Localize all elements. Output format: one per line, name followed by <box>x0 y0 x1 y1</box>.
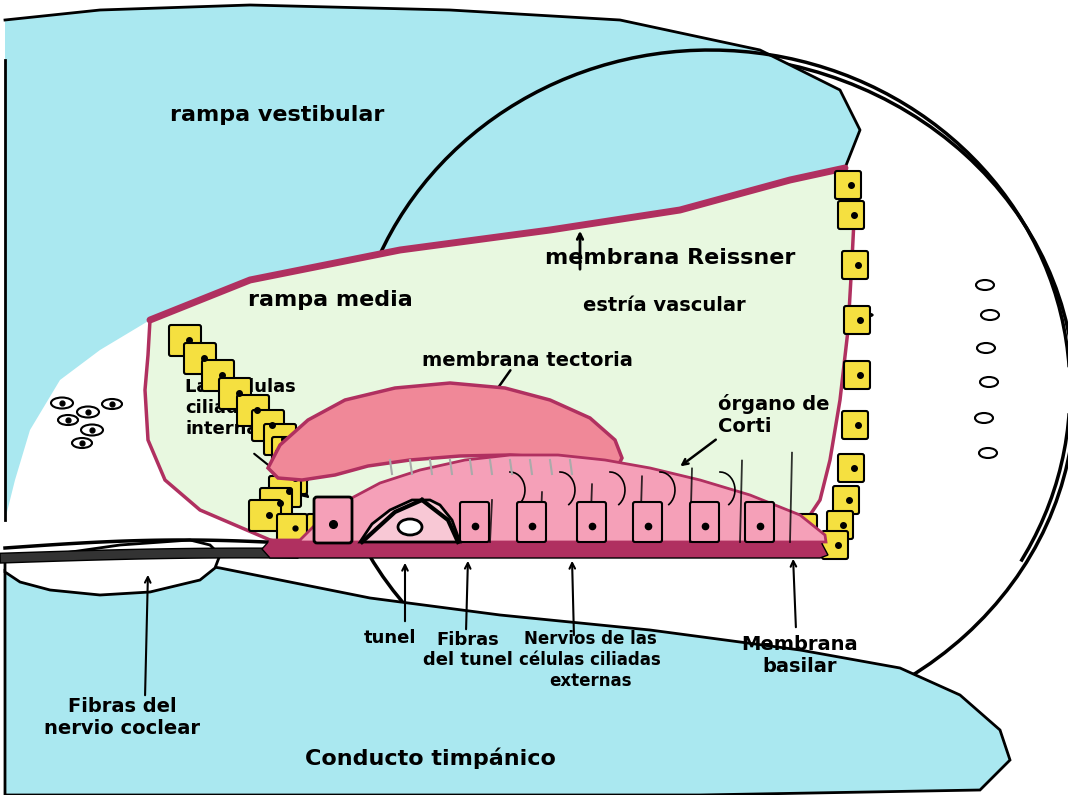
FancyBboxPatch shape <box>260 488 292 519</box>
Polygon shape <box>5 540 220 595</box>
Text: membrana tectoria: membrana tectoria <box>422 351 633 370</box>
FancyBboxPatch shape <box>277 514 307 542</box>
FancyBboxPatch shape <box>184 343 216 374</box>
FancyBboxPatch shape <box>367 514 397 542</box>
Text: órgano de
Corti: órgano de Corti <box>718 394 830 436</box>
FancyBboxPatch shape <box>668 514 697 542</box>
Polygon shape <box>268 383 622 480</box>
FancyBboxPatch shape <box>787 514 817 542</box>
Text: estría vascular: estría vascular <box>583 296 745 315</box>
FancyBboxPatch shape <box>274 463 307 494</box>
FancyBboxPatch shape <box>397 514 427 542</box>
FancyBboxPatch shape <box>757 514 787 542</box>
FancyBboxPatch shape <box>690 502 719 542</box>
FancyBboxPatch shape <box>822 531 848 559</box>
FancyBboxPatch shape <box>838 454 864 482</box>
Polygon shape <box>5 558 1010 795</box>
Text: Nervios de las
células ciliadas
externas: Nervios de las células ciliadas externas <box>519 630 661 690</box>
FancyBboxPatch shape <box>835 171 861 199</box>
Ellipse shape <box>325 55 1068 735</box>
FancyBboxPatch shape <box>337 514 367 542</box>
Text: tunel: tunel <box>364 629 417 647</box>
Polygon shape <box>145 168 855 552</box>
Text: Conducto timpánico: Conducto timpánico <box>304 747 555 769</box>
FancyBboxPatch shape <box>276 450 308 481</box>
Ellipse shape <box>398 519 422 535</box>
FancyBboxPatch shape <box>844 306 870 334</box>
FancyBboxPatch shape <box>517 514 547 542</box>
FancyBboxPatch shape <box>269 476 301 507</box>
FancyBboxPatch shape <box>487 514 517 542</box>
FancyBboxPatch shape <box>249 500 281 531</box>
FancyBboxPatch shape <box>307 514 337 542</box>
FancyBboxPatch shape <box>272 437 304 468</box>
Text: Las células
ciliadas
internas: Las células ciliadas internas <box>185 378 296 438</box>
FancyBboxPatch shape <box>607 514 637 542</box>
FancyBboxPatch shape <box>842 411 868 439</box>
FancyBboxPatch shape <box>833 486 859 514</box>
Text: membrana Reissner: membrana Reissner <box>545 248 796 268</box>
FancyBboxPatch shape <box>577 502 606 542</box>
FancyBboxPatch shape <box>745 502 774 542</box>
FancyBboxPatch shape <box>169 325 201 356</box>
FancyBboxPatch shape <box>633 502 662 542</box>
Text: rampa media: rampa media <box>248 290 412 310</box>
FancyBboxPatch shape <box>460 502 489 542</box>
FancyBboxPatch shape <box>842 251 868 279</box>
FancyBboxPatch shape <box>219 378 251 409</box>
Polygon shape <box>360 500 460 542</box>
FancyBboxPatch shape <box>427 514 457 542</box>
FancyBboxPatch shape <box>637 514 668 542</box>
FancyBboxPatch shape <box>727 514 757 542</box>
FancyBboxPatch shape <box>252 410 284 441</box>
FancyBboxPatch shape <box>237 395 269 426</box>
FancyBboxPatch shape <box>844 361 870 389</box>
Text: Fibras
del tunel: Fibras del tunel <box>423 630 513 669</box>
Polygon shape <box>5 5 860 520</box>
FancyBboxPatch shape <box>517 502 546 542</box>
Polygon shape <box>270 455 826 542</box>
Polygon shape <box>262 540 828 558</box>
FancyBboxPatch shape <box>457 514 487 542</box>
FancyBboxPatch shape <box>697 514 727 542</box>
FancyBboxPatch shape <box>314 497 352 543</box>
FancyBboxPatch shape <box>547 514 577 542</box>
Text: Membrana
basilar: Membrana basilar <box>741 634 859 676</box>
FancyBboxPatch shape <box>577 514 607 542</box>
FancyBboxPatch shape <box>827 511 853 539</box>
Text: Fibras del
nervio coclear: Fibras del nervio coclear <box>44 697 200 739</box>
FancyBboxPatch shape <box>838 201 864 229</box>
Text: rampa vestibular: rampa vestibular <box>170 105 384 125</box>
FancyBboxPatch shape <box>202 360 234 391</box>
FancyBboxPatch shape <box>264 424 296 455</box>
